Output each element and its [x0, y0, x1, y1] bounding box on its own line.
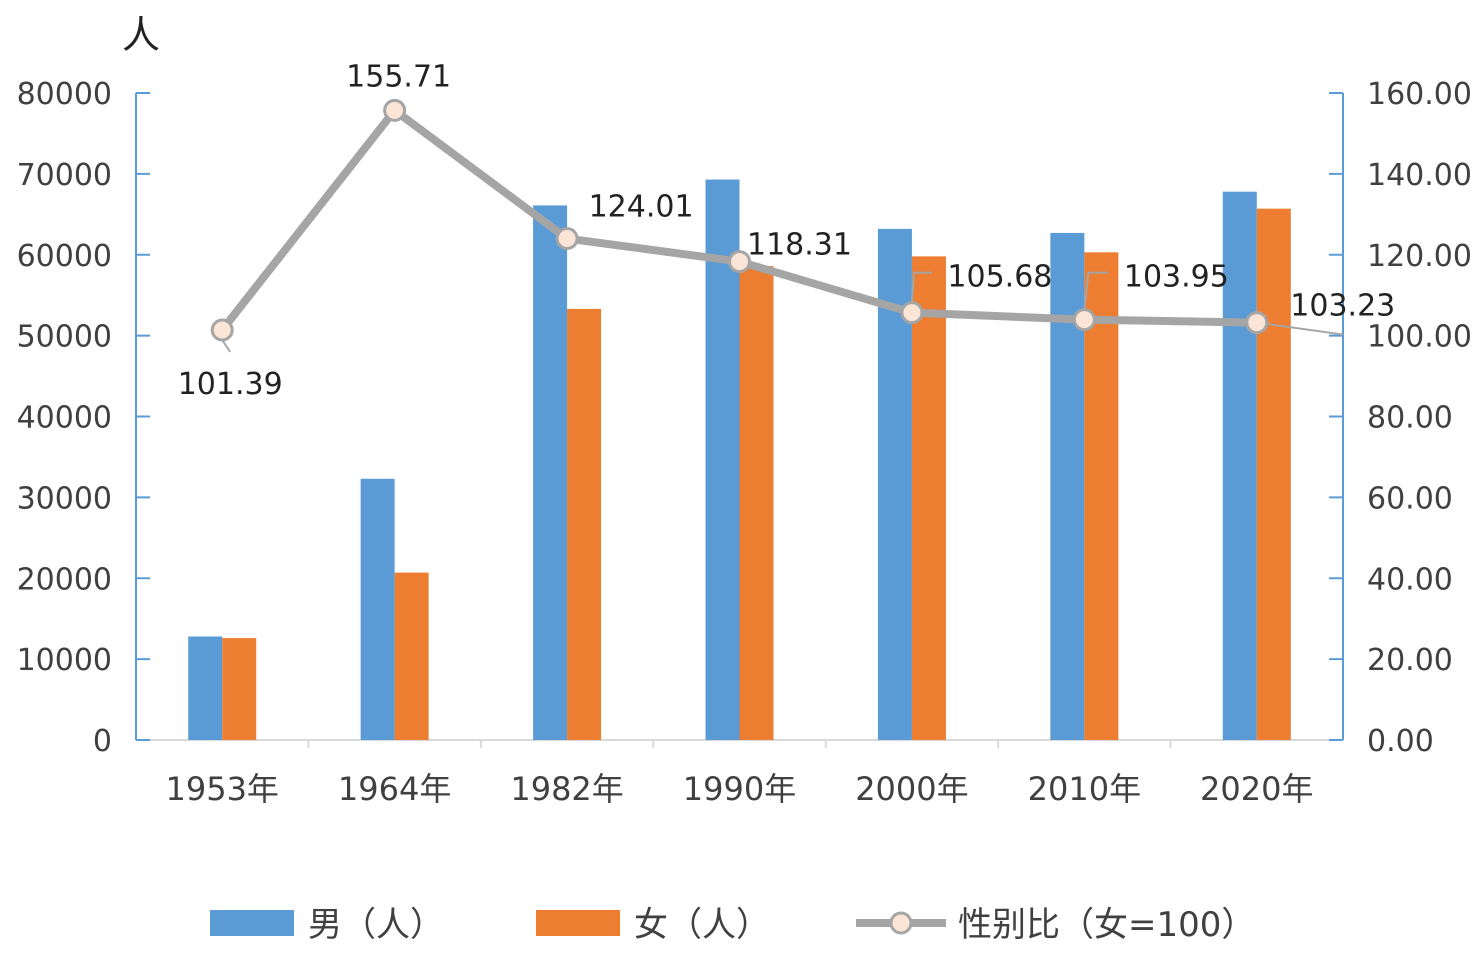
- y-right-tick-label: 0.00: [1367, 724, 1434, 759]
- sex-ratio-point: [900, 301, 924, 325]
- y-left-tick-label: 50000: [17, 320, 112, 355]
- sex-ratio-point: [1072, 308, 1096, 332]
- legend-label-ratio: 性别比（女=100）: [958, 905, 1255, 945]
- legend-label-male: 男（人）: [308, 905, 444, 945]
- sex-ratio-data-label: 124.01: [589, 190, 694, 225]
- legend-swatch-male: [210, 910, 294, 936]
- bar-female: [1084, 252, 1119, 741]
- bar-female: [911, 256, 946, 740]
- legend: 男（人） 女（人） 性别比（女=100）: [210, 905, 1255, 945]
- label-leader-line: [221, 339, 232, 353]
- sex-ratio-point: [210, 318, 234, 342]
- bar-female: [1256, 208, 1291, 740]
- y-right-tick-label: 100.00: [1367, 320, 1472, 355]
- bar-female: [567, 308, 602, 740]
- sex-ratio-point: [555, 227, 579, 251]
- axes: 0 10000 20000 30000 40000 50000 60000 70000 8000…: [17, 77, 1472, 808]
- sex-ratio-point: [728, 250, 751, 274]
- bar-female: [394, 572, 429, 740]
- sex-ratio-point: [383, 98, 407, 122]
- bar-female: [739, 266, 774, 740]
- y-axis-unit-label: 人: [122, 13, 160, 57]
- y-right-tick-label: 160.00: [1367, 77, 1472, 112]
- y-right-tick-label: 120.00: [1367, 239, 1472, 274]
- y-right-tick-label: 80.00: [1367, 401, 1453, 436]
- sex-ratio-point: [1245, 311, 1269, 335]
- y-right-tick-label: 60.00: [1367, 481, 1453, 516]
- x-tick-label: 1964年: [338, 770, 451, 808]
- sex-ratio-data-label: 105.68: [947, 260, 1052, 295]
- x-tick-label: 2000年: [855, 770, 968, 808]
- label-leader-line: [1083, 271, 1109, 310]
- bar-male: [1050, 232, 1085, 740]
- y-left-tick-label: 60000: [17, 239, 112, 274]
- y-right-tick-label: 40.00: [1367, 562, 1453, 597]
- x-tick-label: 1990年: [683, 770, 796, 808]
- bar-male: [1222, 191, 1257, 741]
- sex-ratio-data-label: 118.31: [747, 228, 852, 263]
- y-right-tick-label: 20.00: [1367, 643, 1453, 678]
- bar-male: [360, 478, 395, 740]
- label-leader-line: [1256, 321, 1344, 336]
- y-left-tick-label: 0: [93, 724, 112, 759]
- sex-ratio-data-label: 103.95: [1124, 260, 1229, 295]
- bar-male: [188, 636, 223, 740]
- x-tick-label: 2020年: [1200, 770, 1313, 808]
- y-left-tick-label: 40000: [17, 401, 112, 436]
- y-left-tick-label: 80000: [17, 77, 112, 112]
- sex-ratio-line: [210, 98, 1344, 342]
- bar-male: [705, 179, 740, 740]
- label-leader-line: [910, 271, 932, 303]
- x-tick-label: 1982年: [510, 770, 623, 808]
- legend-label-female: 女（人）: [634, 905, 770, 945]
- bars: [188, 179, 1291, 741]
- x-tick-label: 2010年: [1028, 770, 1141, 808]
- sex-ratio-data-label: 103.23: [1290, 289, 1395, 324]
- x-tick-label: 1953年: [165, 770, 278, 808]
- sex-ratio-data-label: 101.39: [178, 367, 283, 402]
- bar-male: [533, 205, 568, 740]
- y-left-tick-label: 20000: [17, 562, 112, 597]
- y-left-tick-label: 10000: [17, 643, 112, 678]
- legend-swatch-female: [536, 910, 620, 936]
- bar-female: [222, 638, 257, 740]
- sex-ratio-data-label: 155.71: [346, 59, 451, 94]
- y-left-tick-label: 70000: [17, 158, 112, 193]
- y-left-tick-label: 30000: [17, 481, 112, 516]
- legend-marker-ratio: [889, 911, 913, 935]
- data-labels: 101.39 155.71 124.01 118.31 105.68 103.95 103.…: [178, 59, 1396, 402]
- y-right-tick-label: 140.00: [1367, 158, 1472, 193]
